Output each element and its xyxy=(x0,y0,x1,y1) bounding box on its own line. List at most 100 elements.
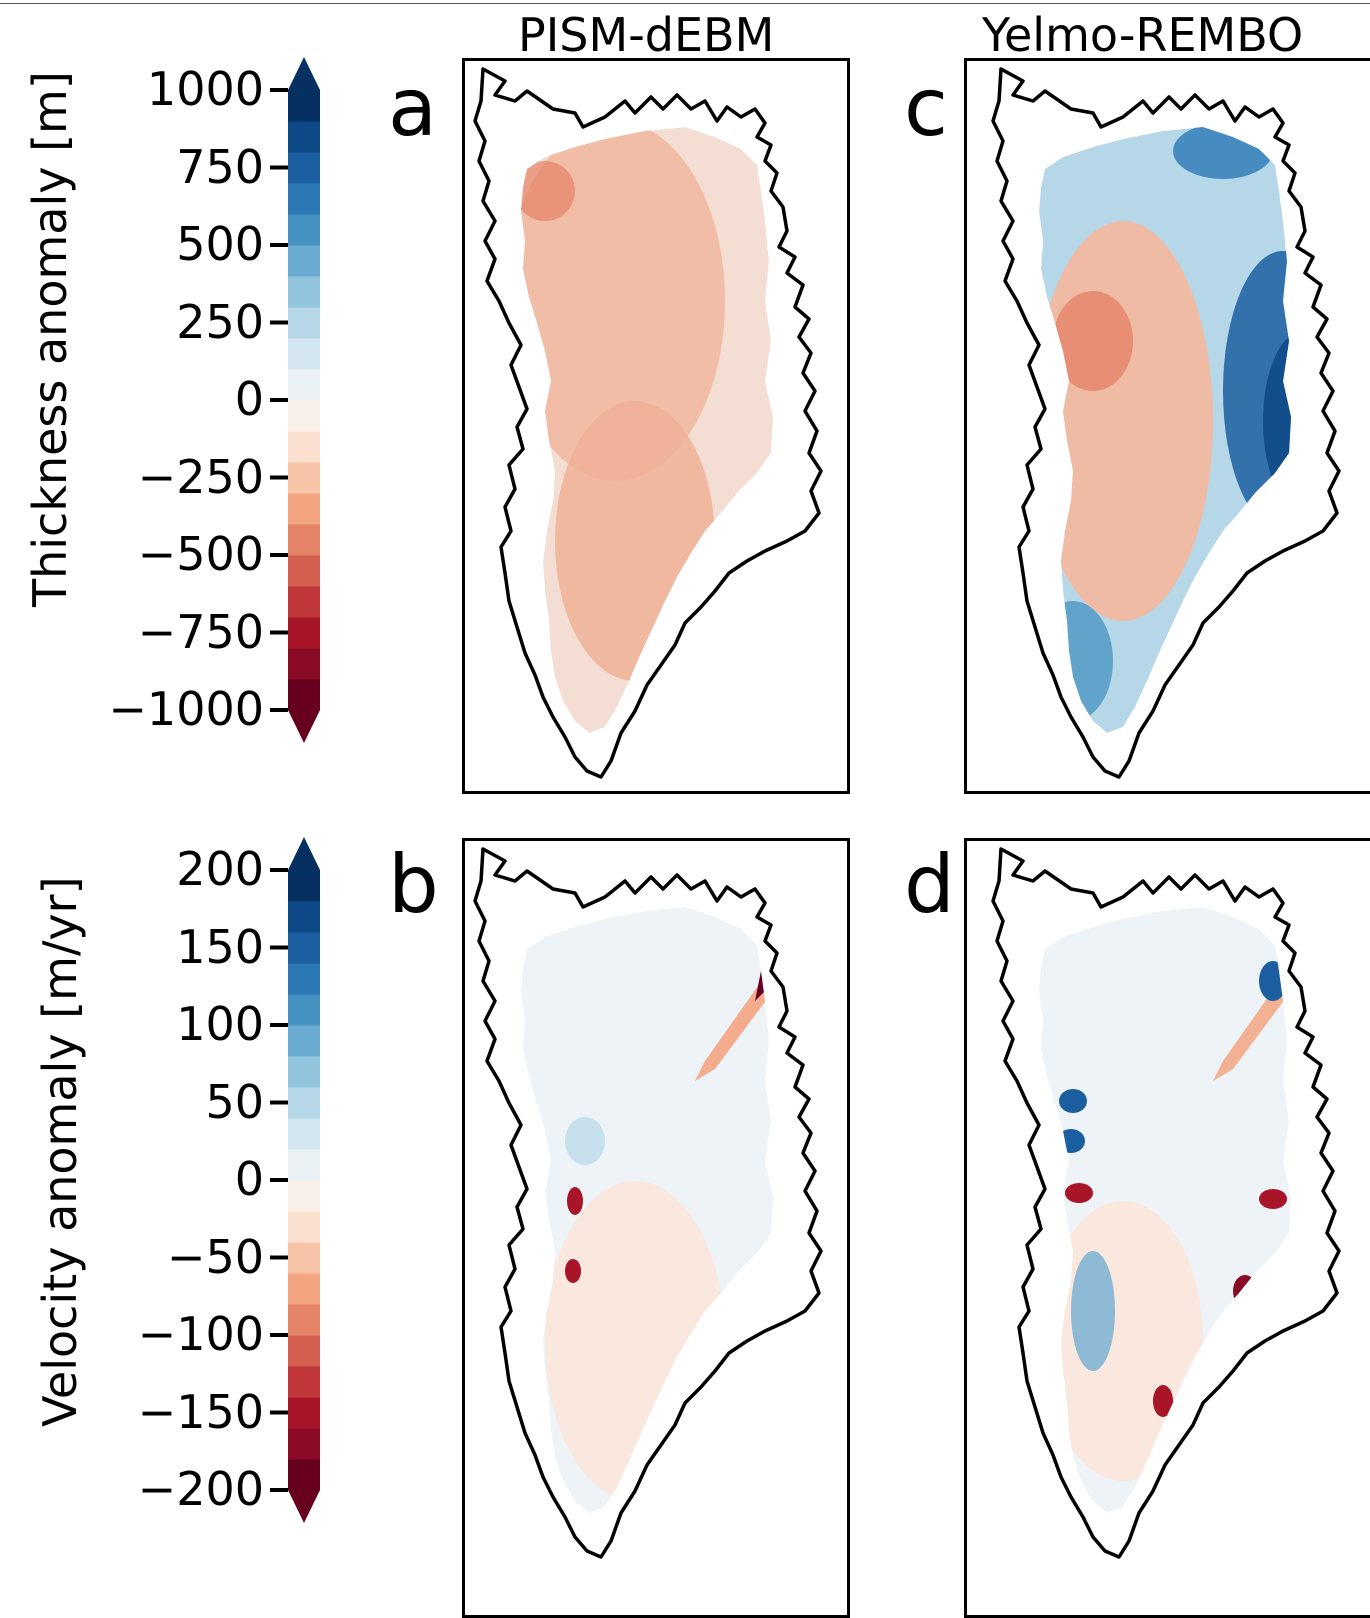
panel-letter-c: c xyxy=(904,61,948,154)
colorbar-segment xyxy=(288,1025,320,1057)
colorbar-segment xyxy=(288,1459,320,1491)
coastline xyxy=(473,67,823,779)
colorbar-segment xyxy=(288,1304,320,1336)
map-panel-d xyxy=(964,838,1370,1618)
ice-stream-anomaly xyxy=(1213,976,1291,1081)
ice-stream-anomaly xyxy=(695,976,773,1081)
colorbar-extend-max xyxy=(288,57,320,90)
outlet-anomaly xyxy=(567,1187,583,1215)
colorbar-tick-label: 150 xyxy=(176,919,264,974)
colorbar-segment xyxy=(288,1087,320,1119)
colorbar-segment xyxy=(288,679,320,711)
colorbar-tick-label: −200 xyxy=(137,1462,264,1516)
colorbar-tick-label: 750 xyxy=(176,139,264,194)
colorbar-tick-label: −1000 xyxy=(108,682,264,736)
coastline xyxy=(991,847,1341,1559)
colorbar-segment xyxy=(288,994,320,1026)
outlet-anomaly xyxy=(1233,1275,1257,1307)
colorbar-tick-label: −500 xyxy=(137,527,264,581)
map-panel-a xyxy=(462,58,850,794)
colorbar-tick-label: −50 xyxy=(166,1229,264,1284)
colorbar-extend-min xyxy=(288,710,320,743)
thinning-spot xyxy=(1053,291,1133,391)
colorbar-segment xyxy=(288,870,320,902)
colorbar-segment xyxy=(288,617,320,649)
colorbar-segment xyxy=(288,1273,320,1305)
colorbar-tick-label: −100 xyxy=(137,1307,264,1361)
greenland-velocity-yelmo xyxy=(991,847,1341,1559)
greenland-thickness-pism xyxy=(473,67,823,779)
outlet-anomaly xyxy=(565,1259,581,1283)
colorbar-tick-label: 50 xyxy=(205,1074,264,1129)
outlet-anomaly xyxy=(1259,1189,1287,1209)
colorbar-tick-label: 1000 xyxy=(146,62,264,116)
coastline xyxy=(473,847,823,1559)
colorbar-segment xyxy=(288,245,320,277)
colorbar-segment xyxy=(288,524,320,556)
colorbar-extend-min xyxy=(288,1490,320,1523)
colorbar-segment xyxy=(288,1149,320,1181)
slowdown-region xyxy=(545,1181,725,1501)
colorbar-tick-label: 200 xyxy=(176,842,264,896)
outlet-anomaly xyxy=(1059,1089,1087,1113)
colorbar-segment xyxy=(288,214,320,246)
top-rule xyxy=(0,3,1370,4)
outlet-anomaly xyxy=(1057,1129,1085,1153)
colorbar-segment xyxy=(288,276,320,308)
speedup-region xyxy=(565,1117,605,1165)
colorbar-segment xyxy=(288,555,320,587)
colorbar-segment xyxy=(288,493,320,525)
colorbar-segment xyxy=(288,586,320,618)
colorbar-segment xyxy=(288,1428,320,1460)
colorbar-segment xyxy=(288,1180,320,1212)
velocity-colorbar xyxy=(270,837,320,1523)
thickness-colorbar xyxy=(270,57,320,743)
thinning-spot xyxy=(521,161,575,221)
column-title-pism: PISM-dEBM xyxy=(518,8,775,62)
colorbar-segment xyxy=(288,338,320,370)
thinning-region xyxy=(555,401,715,681)
panel-letter-b: b xyxy=(388,838,439,931)
colorbar-segment xyxy=(288,1118,320,1150)
thinning-region xyxy=(1039,221,1213,621)
outlet-anomaly xyxy=(1153,1385,1173,1417)
speedup-region xyxy=(1071,1251,1115,1371)
coastline xyxy=(991,67,1341,779)
colorbar-segment xyxy=(288,1056,320,1088)
colorbar-tick-label: 0 xyxy=(234,372,264,426)
map-panel-b xyxy=(462,838,850,1618)
outlet-anomaly xyxy=(1065,1183,1093,1203)
colorbar-tick-label: −150 xyxy=(137,1384,264,1439)
greenland-velocity-pism xyxy=(473,847,823,1559)
colorbar-tick-label: 0 xyxy=(234,1152,264,1206)
colorbar-tick-label: −250 xyxy=(137,449,264,504)
colorbar-segment xyxy=(288,462,320,494)
colorbar-segment xyxy=(288,90,320,122)
colorbar-tick-label: 250 xyxy=(176,294,264,349)
colorbar-segment xyxy=(288,369,320,401)
colorbar-segment xyxy=(288,1397,320,1429)
colorbar-segment xyxy=(288,1366,320,1398)
colorbar-segment xyxy=(288,431,320,463)
colorbar-segment xyxy=(288,152,320,184)
map-panel-c xyxy=(964,58,1370,794)
panel-letter-a: a xyxy=(388,61,438,154)
colorbar-tick-label: 100 xyxy=(176,997,264,1051)
colorbar-segment xyxy=(288,400,320,432)
thickening-region xyxy=(1173,127,1273,179)
colorbar-segment xyxy=(288,121,320,153)
colorbar-segment xyxy=(288,963,320,995)
colorbar-segment xyxy=(288,307,320,339)
colorbar-segment xyxy=(288,648,320,680)
greenland-thickness-yelmo xyxy=(991,67,1341,779)
panel-letter-d: d xyxy=(904,838,955,931)
colorbar-segment xyxy=(288,1242,320,1274)
colorbar-segment xyxy=(288,183,320,215)
outlet-anomaly xyxy=(1259,961,1287,1001)
colorbar-segment xyxy=(288,1211,320,1243)
column-title-yelmo: Yelmo-REMBO xyxy=(982,8,1304,62)
colorbar-segment xyxy=(288,901,320,933)
colorbar-segment xyxy=(288,932,320,964)
colorbar-tick-label: −750 xyxy=(137,604,264,659)
colorbar-segment xyxy=(288,1335,320,1367)
